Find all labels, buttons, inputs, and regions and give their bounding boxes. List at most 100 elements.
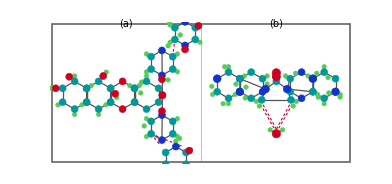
Circle shape bbox=[265, 74, 269, 78]
Circle shape bbox=[265, 82, 269, 86]
Circle shape bbox=[83, 85, 90, 92]
Circle shape bbox=[315, 92, 320, 97]
Circle shape bbox=[294, 99, 299, 104]
Circle shape bbox=[175, 70, 180, 74]
Circle shape bbox=[72, 112, 77, 117]
Circle shape bbox=[177, 136, 182, 141]
Circle shape bbox=[314, 71, 319, 76]
Circle shape bbox=[181, 18, 189, 25]
Circle shape bbox=[332, 88, 339, 95]
Circle shape bbox=[103, 102, 108, 107]
Circle shape bbox=[137, 83, 142, 88]
Circle shape bbox=[326, 75, 330, 80]
Circle shape bbox=[59, 85, 66, 92]
Circle shape bbox=[139, 80, 144, 84]
Circle shape bbox=[155, 85, 162, 92]
Circle shape bbox=[291, 104, 296, 108]
Circle shape bbox=[242, 74, 247, 78]
Circle shape bbox=[158, 47, 165, 54]
Circle shape bbox=[83, 99, 90, 106]
Circle shape bbox=[166, 43, 171, 48]
Circle shape bbox=[183, 161, 189, 168]
Circle shape bbox=[144, 52, 149, 56]
Circle shape bbox=[138, 91, 143, 95]
Circle shape bbox=[158, 72, 165, 79]
Circle shape bbox=[214, 88, 221, 95]
Circle shape bbox=[72, 74, 77, 78]
Circle shape bbox=[309, 75, 316, 82]
Circle shape bbox=[234, 82, 238, 86]
Circle shape bbox=[322, 64, 327, 69]
Circle shape bbox=[195, 22, 202, 29]
Circle shape bbox=[131, 99, 138, 106]
Circle shape bbox=[175, 134, 180, 139]
Circle shape bbox=[236, 88, 244, 96]
Circle shape bbox=[181, 42, 189, 49]
Circle shape bbox=[225, 95, 232, 102]
Circle shape bbox=[100, 72, 107, 79]
Circle shape bbox=[167, 21, 172, 25]
Circle shape bbox=[131, 85, 138, 92]
Circle shape bbox=[175, 52, 180, 56]
Circle shape bbox=[143, 78, 150, 85]
Circle shape bbox=[155, 99, 162, 106]
Circle shape bbox=[306, 74, 310, 78]
Circle shape bbox=[309, 88, 316, 95]
Circle shape bbox=[338, 92, 343, 97]
Circle shape bbox=[169, 118, 176, 125]
Circle shape bbox=[89, 83, 94, 88]
Circle shape bbox=[210, 92, 215, 97]
Circle shape bbox=[148, 53, 154, 60]
Circle shape bbox=[262, 85, 269, 93]
Circle shape bbox=[112, 90, 119, 97]
Circle shape bbox=[287, 75, 294, 82]
Circle shape bbox=[49, 86, 53, 91]
Circle shape bbox=[243, 96, 248, 100]
Circle shape bbox=[283, 85, 291, 93]
Circle shape bbox=[127, 83, 132, 88]
Circle shape bbox=[257, 104, 262, 108]
Circle shape bbox=[236, 88, 243, 95]
Circle shape bbox=[159, 92, 166, 99]
Circle shape bbox=[332, 75, 339, 82]
Text: (a): (a) bbox=[119, 18, 132, 28]
Circle shape bbox=[226, 101, 231, 106]
Circle shape bbox=[83, 99, 90, 106]
Circle shape bbox=[298, 95, 305, 102]
Circle shape bbox=[272, 69, 281, 77]
Circle shape bbox=[327, 91, 331, 95]
Circle shape bbox=[236, 75, 243, 82]
Circle shape bbox=[166, 78, 171, 82]
Circle shape bbox=[148, 130, 154, 137]
Circle shape bbox=[236, 75, 243, 82]
Circle shape bbox=[244, 85, 248, 89]
Circle shape bbox=[209, 84, 214, 89]
Circle shape bbox=[66, 73, 73, 80]
Circle shape bbox=[221, 101, 225, 106]
Circle shape bbox=[298, 69, 305, 76]
Circle shape bbox=[280, 128, 285, 132]
Circle shape bbox=[248, 69, 255, 76]
Circle shape bbox=[162, 161, 169, 168]
Circle shape bbox=[332, 88, 339, 96]
Circle shape bbox=[144, 116, 149, 121]
Circle shape bbox=[258, 96, 265, 103]
Circle shape bbox=[338, 95, 343, 100]
Circle shape bbox=[169, 66, 176, 73]
Circle shape bbox=[214, 75, 221, 82]
Circle shape bbox=[52, 85, 59, 92]
Circle shape bbox=[71, 106, 78, 113]
Circle shape bbox=[83, 85, 90, 92]
Circle shape bbox=[71, 78, 78, 85]
Circle shape bbox=[107, 85, 114, 92]
Circle shape bbox=[273, 78, 280, 85]
Circle shape bbox=[225, 69, 232, 76]
Circle shape bbox=[293, 71, 298, 76]
Circle shape bbox=[283, 74, 288, 78]
Circle shape bbox=[309, 75, 317, 83]
Circle shape bbox=[107, 99, 114, 106]
Circle shape bbox=[158, 108, 165, 115]
Circle shape bbox=[169, 53, 176, 60]
Circle shape bbox=[272, 130, 281, 138]
Circle shape bbox=[158, 112, 165, 118]
